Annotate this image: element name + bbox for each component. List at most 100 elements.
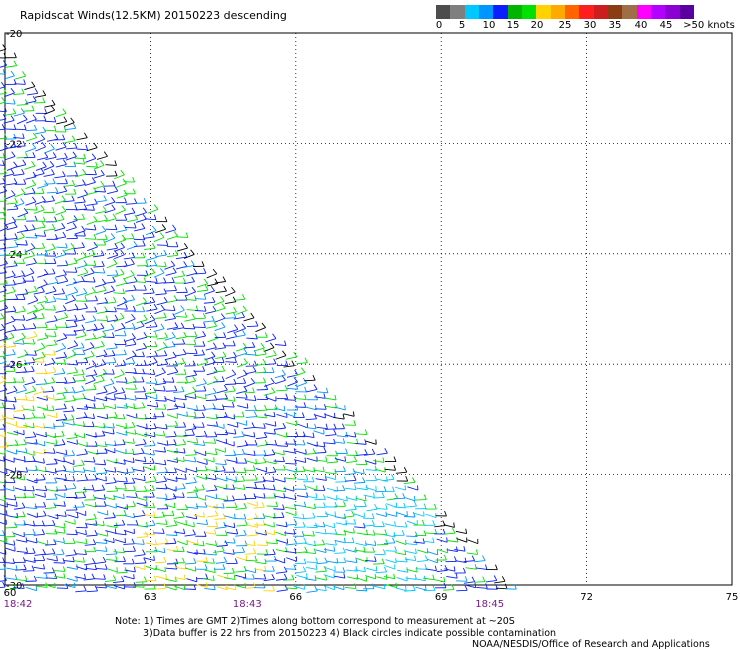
wind-barb-flag [363,501,367,507]
wind-barb-flag [41,222,46,228]
wind-barb [365,486,377,492]
wind-barb-flag [405,475,409,482]
wind-barb [113,174,125,180]
wind-barb-flag [344,513,346,519]
wind-barb-flag [312,374,316,381]
wind-barb [253,347,265,352]
wind-barb [173,516,185,519]
wind-barb [156,427,168,430]
wind-barb [463,581,475,584]
wind-barb-flag [82,251,87,258]
wind-barb-flag [100,322,105,329]
wind-barb [245,353,257,356]
wind-barb [33,247,45,250]
wind-barb-flag [84,267,89,273]
wind-barb-flag [75,170,78,176]
wind-barb-flag [132,350,137,356]
wind-barb [115,229,127,233]
wind-barb-flag [375,566,378,572]
wind-barb [6,265,18,268]
wind-barb [246,325,258,328]
wind-barb [434,525,446,528]
wind-barb [165,435,177,438]
wind-barb-flag [32,456,36,462]
wind-barb [25,118,37,124]
wind-barb-flag [44,269,49,275]
wind-barb [276,389,288,392]
wind-barb-flag [120,268,125,275]
wind-barb-flag [33,331,38,337]
wind-barb [3,365,15,368]
wind-barb [33,566,45,570]
wind-barb [245,416,257,419]
wind-barb-flag [184,394,187,400]
wind-barb [414,578,426,582]
wind-barb [55,418,67,422]
wind-barb [136,424,148,429]
wind-barb-flag [395,511,398,517]
wind-barb-flag [260,342,265,349]
wind-barb-flag [94,306,98,312]
wind-barb-flag [22,314,26,321]
wind-barb [345,487,357,491]
wind-barb-flag [73,248,77,255]
wind-barb-flag [223,332,227,338]
wind-barb [204,290,215,295]
wind-barb-flag [132,501,136,507]
wind-barb [313,469,325,473]
wind-barb-flag [224,411,228,418]
legend-swatch [593,5,608,19]
wind-barb [287,381,298,387]
wind-barb-flag [182,338,186,345]
wind-barb [204,532,216,535]
wind-barb-flag [85,522,88,528]
wind-barb-flag [273,411,276,417]
wind-barb [104,579,116,583]
wind-barb-flag [202,341,206,347]
wind-barb [205,310,217,315]
wind-barb-flag [183,402,186,408]
wind-barb-flag [21,332,26,338]
wind-barb-flag [33,257,38,264]
wind-barb [214,347,226,350]
wind-barb-flag [93,241,98,248]
wind-barb [24,436,36,439]
wind-barb-flag [342,485,346,491]
wind-barb [186,506,198,509]
wind-barb-flag [293,395,297,401]
wind-barb [315,588,327,592]
wind-barb [0,407,5,409]
wind-barb-flag [253,493,257,499]
wind-barb-flag [120,249,125,256]
wind-barb [13,476,25,481]
wind-barb [93,327,105,332]
wind-barb [245,460,257,465]
wind-barb [4,547,16,552]
wind-barb-flag [134,429,137,435]
wind-barb [215,561,227,564]
wind-barb-flag [196,503,199,509]
wind-barb-flag [84,448,88,455]
legend-swatch [478,5,494,19]
wind-barb [84,254,96,258]
wind-barb-flag [295,404,299,411]
wind-barb-flag [343,573,346,579]
wind-barb-flag [133,305,136,312]
wind-barb [235,507,247,510]
legend-label: 40 [634,20,648,31]
wind-barb-flag [253,450,256,456]
wind-barb [83,416,95,420]
wind-barb [404,589,416,592]
wind-barb-flag [23,214,27,220]
wind-barb [76,479,88,482]
wind-barb-flag [241,311,245,318]
legend-swatch [579,5,594,19]
wind-barb [4,155,16,161]
wind-barb [14,458,26,462]
wind-barb [13,342,25,345]
wind-barb [6,202,18,205]
wind-barb-flag [143,197,147,204]
wind-barb-flag [142,252,146,258]
wind-barb [94,363,106,368]
wind-barb-flag [425,585,427,591]
